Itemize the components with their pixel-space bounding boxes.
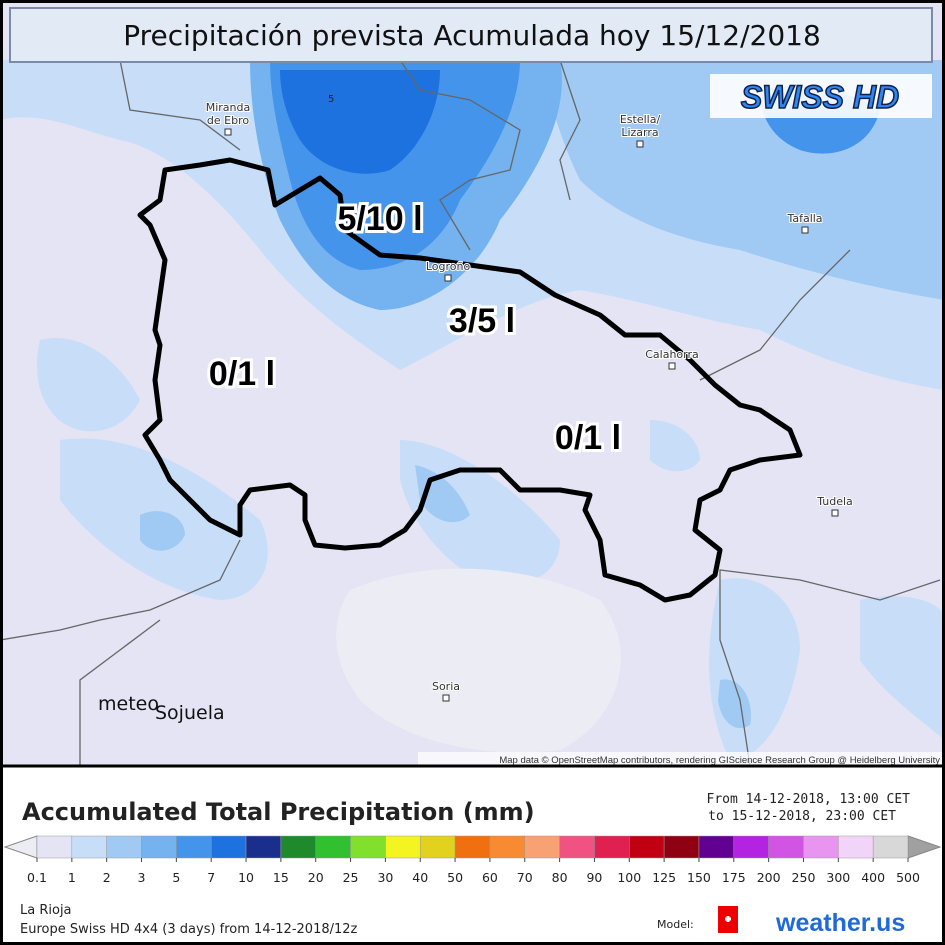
tick-label: 30 xyxy=(377,870,393,885)
watermark: Sojuela xyxy=(155,702,225,724)
tick-label: 60 xyxy=(482,870,498,885)
tick-label: 400 xyxy=(861,870,885,885)
borders xyxy=(2,59,941,766)
place-marker xyxy=(831,509,839,517)
zone-label: 0/1 l xyxy=(555,419,621,457)
color-step xyxy=(559,835,595,859)
place-marker xyxy=(444,274,452,282)
region-outline xyxy=(137,157,803,603)
badge: SWISS HD xyxy=(741,79,899,115)
color-step xyxy=(698,835,735,859)
tick-label: 500 xyxy=(896,870,920,885)
watermark: meteo xyxy=(98,693,159,715)
tick-label: 300 xyxy=(826,870,850,885)
legend-to: to 15-12-2018, 23:00 CET xyxy=(708,809,896,824)
tick-label: 200 xyxy=(757,870,781,885)
place-name: Lizarra xyxy=(621,126,658,139)
tick-label: 40 xyxy=(412,870,428,885)
place-marker xyxy=(224,128,232,136)
over-triangle xyxy=(907,835,942,859)
tick-label: 175 xyxy=(722,870,746,885)
place-marker xyxy=(442,694,450,702)
place-name: Tudela xyxy=(816,495,853,508)
tick-label: 7 xyxy=(207,870,215,885)
place-name: Tafalla xyxy=(786,212,822,225)
zone-label: 3/5 l xyxy=(449,302,515,340)
color-step xyxy=(141,835,177,859)
color-step xyxy=(663,835,700,859)
color-step xyxy=(524,835,560,859)
color-step xyxy=(315,835,351,859)
legend-from: From 14-12-2018, 13:00 CET xyxy=(707,792,911,807)
color-step xyxy=(71,835,107,859)
place-marker xyxy=(636,140,644,148)
color-step xyxy=(245,835,282,859)
tick-label: 1 xyxy=(68,870,76,885)
place-marker xyxy=(801,226,809,234)
color-step xyxy=(106,835,142,859)
title: Precipitación prevista Acumulada hoy 15/… xyxy=(123,19,821,52)
tick-label: 90 xyxy=(586,870,602,885)
contour-label: 5 xyxy=(328,94,334,105)
color-step xyxy=(280,835,316,859)
tick-label: 70 xyxy=(517,870,533,885)
brand[interactable]: weather.us xyxy=(775,909,905,937)
tick-label: 25 xyxy=(343,870,359,885)
color-step xyxy=(489,835,526,859)
place-name: Estella/ xyxy=(620,113,661,126)
tick-label: 250 xyxy=(792,870,816,885)
tick-label: 0.1 xyxy=(27,870,47,885)
color-step xyxy=(350,835,386,859)
color-step xyxy=(872,835,909,859)
color-step xyxy=(594,835,630,859)
tick-label: 10 xyxy=(238,870,254,885)
place-name: Calahorra xyxy=(645,348,699,361)
region: La Rioja xyxy=(20,903,72,918)
tick-label: 50 xyxy=(447,870,463,885)
model-label: Model: xyxy=(657,918,694,931)
color-step xyxy=(733,835,769,859)
color-step xyxy=(803,835,839,859)
tick-label: 150 xyxy=(687,870,711,885)
color-step xyxy=(454,835,491,859)
place-name: Soria xyxy=(432,680,460,693)
place-name: Miranda xyxy=(206,101,251,114)
color-step xyxy=(768,835,804,859)
under-triangle xyxy=(3,835,38,859)
tick-label: 15 xyxy=(273,870,289,885)
run: Europe Swiss HD 4x4 (3 days) from 14-12-… xyxy=(20,922,358,937)
color-step xyxy=(36,835,73,859)
title-box xyxy=(9,7,933,63)
tick-label: 125 xyxy=(652,870,676,885)
tick-label: 20 xyxy=(308,870,324,885)
color-step xyxy=(385,835,421,859)
place-marker xyxy=(668,362,676,370)
color-step xyxy=(838,835,874,859)
color-step xyxy=(419,835,456,859)
zone-label: 5/10 l xyxy=(337,200,422,238)
legend-title: Accumulated Total Precipitation (mm) xyxy=(22,798,535,826)
tick-label: 80 xyxy=(552,870,568,885)
tick-label: 5 xyxy=(172,870,180,885)
place-name: de Ebro xyxy=(207,114,249,127)
color-step xyxy=(629,835,665,859)
zone-label: 0/1 l xyxy=(209,355,275,393)
color-step xyxy=(210,835,247,859)
tick-label: 100 xyxy=(617,870,641,885)
tick-label: 3 xyxy=(138,870,146,885)
place-name: Logroño xyxy=(426,260,471,273)
tick-label: 2 xyxy=(103,870,111,885)
color-step xyxy=(176,835,212,859)
attribution: Map data © OpenStreetMap contributors, r… xyxy=(499,755,940,766)
